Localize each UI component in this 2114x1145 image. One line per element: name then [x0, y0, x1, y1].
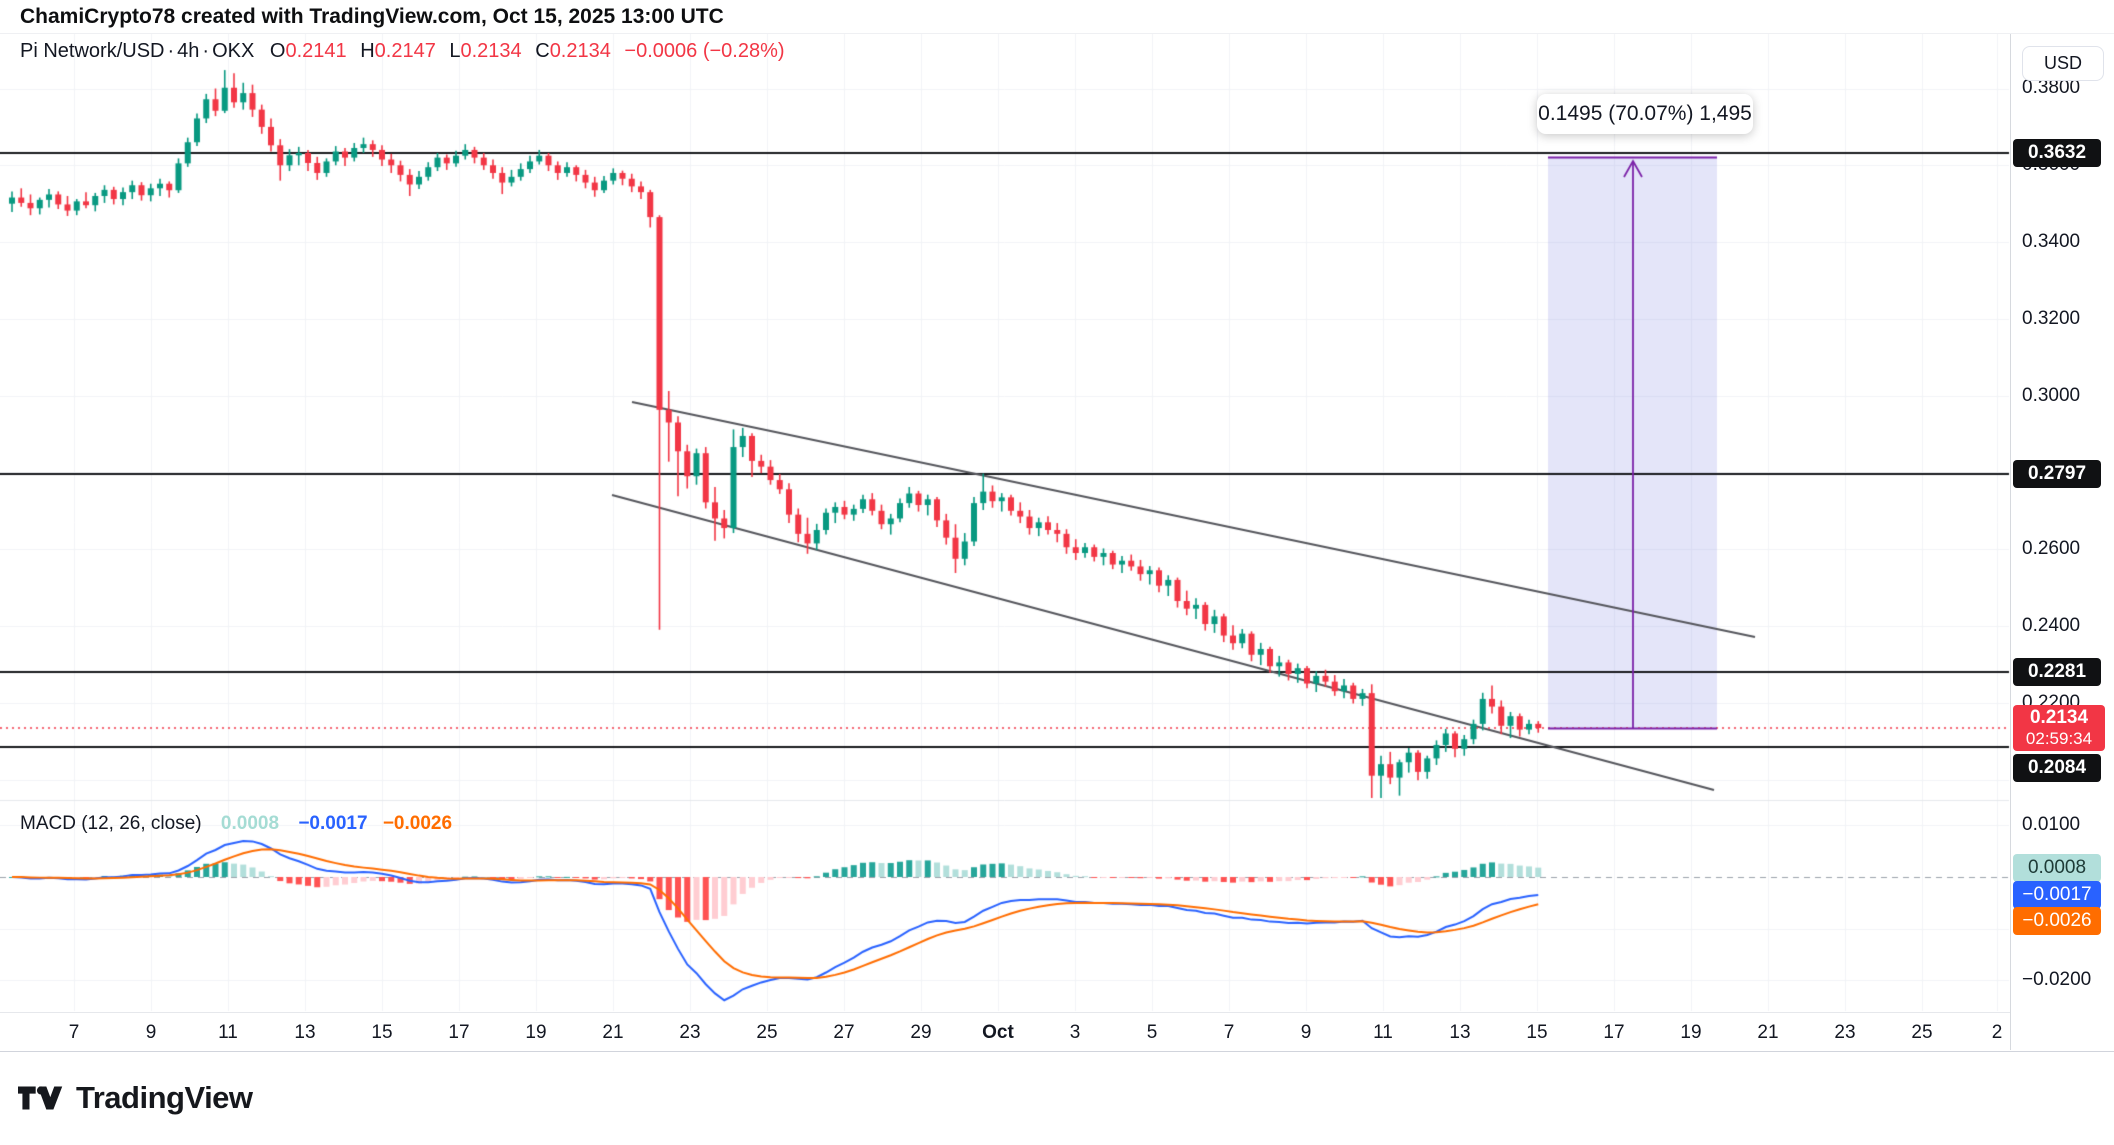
time-axis-label: 23: [1834, 1022, 1856, 1043]
level-badge-0-2281: 0.2281: [2013, 658, 2101, 686]
price-axis-label: 0.2600: [2022, 538, 2081, 559]
projection-label-tooltip: 0.1495 (70.07%) 1,495: [1537, 94, 1753, 134]
time-axis-label: 9: [145, 1022, 157, 1043]
current-price-badge: 0.2134 02:59:34: [2013, 705, 2105, 751]
time-axis-label: 13: [1449, 1022, 1471, 1043]
price-axis-label: 0.3800: [2022, 77, 2081, 98]
candle-countdown: 02:59:34: [2025, 729, 2093, 748]
close-label: C: [535, 40, 550, 62]
time-axis-label: 17: [448, 1022, 470, 1043]
time-axis-label: Oct: [982, 1022, 1014, 1043]
high-value: 0.2147: [374, 40, 436, 62]
time-axis-label: 21: [602, 1022, 624, 1043]
price-axis-label: 0.3400: [2022, 231, 2081, 252]
tradingview-logo[interactable]: TradingView: [18, 1080, 253, 1116]
time-axis-label: 7: [68, 1022, 80, 1043]
time-axis-label: 19: [1680, 1022, 1702, 1043]
page-title: ChamiCrypto78 created with TradingView.c…: [0, 0, 2114, 33]
level-badge-0-2797: 0.2797: [2013, 460, 2101, 488]
symbol-legend[interactable]: Pi Network/USD · 4h · OKX O0.2141 H0.2147 L0…: [20, 40, 785, 62]
macd-legend[interactable]: MACD (12, 26, close) 0.0008 −0.0017 −0.0…: [20, 813, 452, 835]
change-value: −0.0006 (−0.28%): [624, 40, 785, 62]
time-axis-label: 27: [833, 1022, 855, 1043]
time-axis-label: 5: [1146, 1022, 1158, 1043]
macd-histogram-badge: 0.0008: [2013, 854, 2101, 882]
time-axis-label: 15: [1526, 1022, 1548, 1043]
time-axis-label: 7: [1223, 1022, 1235, 1043]
close-value: 0.2134: [549, 40, 611, 62]
low-label: L: [449, 40, 461, 62]
time-axis-label: 15: [371, 1022, 393, 1043]
price-axis-label: 0.3200: [2022, 308, 2081, 329]
symbol-name[interactable]: Pi Network/USD: [20, 40, 165, 62]
macd-line-value: −0.0017: [298, 813, 368, 834]
open-label: O: [269, 40, 286, 62]
exchange-label[interactable]: OKX: [212, 40, 255, 62]
time-axis-label: 13: [294, 1022, 316, 1043]
tradingview-logo-icon: [18, 1086, 63, 1110]
time-axis-panel[interactable]: [0, 1012, 2114, 1052]
time-axis-label: 11: [218, 1022, 238, 1043]
time-axis-label: 17: [1603, 1022, 1625, 1043]
macd-title[interactable]: MACD (12, 26, close): [20, 813, 202, 834]
time-axis-label: 25: [1911, 1022, 1933, 1043]
time-axis-label: 2: [1991, 1022, 2003, 1043]
tradingview-logo-text: TradingView: [76, 1080, 253, 1115]
high-label: H: [360, 40, 375, 62]
time-axis-label: 25: [756, 1022, 778, 1043]
price-axis-label: 0.0100: [2022, 814, 2081, 835]
time-axis-label: 3: [1069, 1022, 1081, 1043]
currency-toggle-button[interactable]: USD: [2022, 46, 2104, 81]
level-badge-0-2084: 0.2084: [2013, 754, 2101, 782]
time-axis-label: 19: [525, 1022, 547, 1043]
time-axis-label: 9: [1300, 1022, 1312, 1043]
level-badge-0-3632: 0.3632: [2013, 139, 2101, 167]
interval-label[interactable]: 4h: [177, 40, 200, 62]
price-axis-label: 0.3000: [2022, 385, 2081, 406]
low-value: 0.2134: [460, 40, 522, 62]
price-axis-label: 0.2400: [2022, 615, 2081, 636]
current-price-value: 0.2134: [2029, 707, 2089, 728]
time-axis-label: 11: [1373, 1022, 1393, 1043]
price-axis-label: −0.0200: [2022, 969, 2092, 990]
macd-line-badge: −0.0017: [2013, 881, 2101, 909]
macd-signal-value: −0.0026: [382, 813, 453, 834]
macd-signal-badge: −0.0026: [2013, 907, 2101, 935]
time-axis-label: 23: [679, 1022, 701, 1043]
open-value: 0.2141: [285, 40, 347, 62]
time-axis-label: 29: [910, 1022, 932, 1043]
time-axis-label: 21: [1757, 1022, 1779, 1043]
macd-histogram-value: 0.0008: [220, 813, 280, 834]
header-divider: [0, 33, 2114, 34]
